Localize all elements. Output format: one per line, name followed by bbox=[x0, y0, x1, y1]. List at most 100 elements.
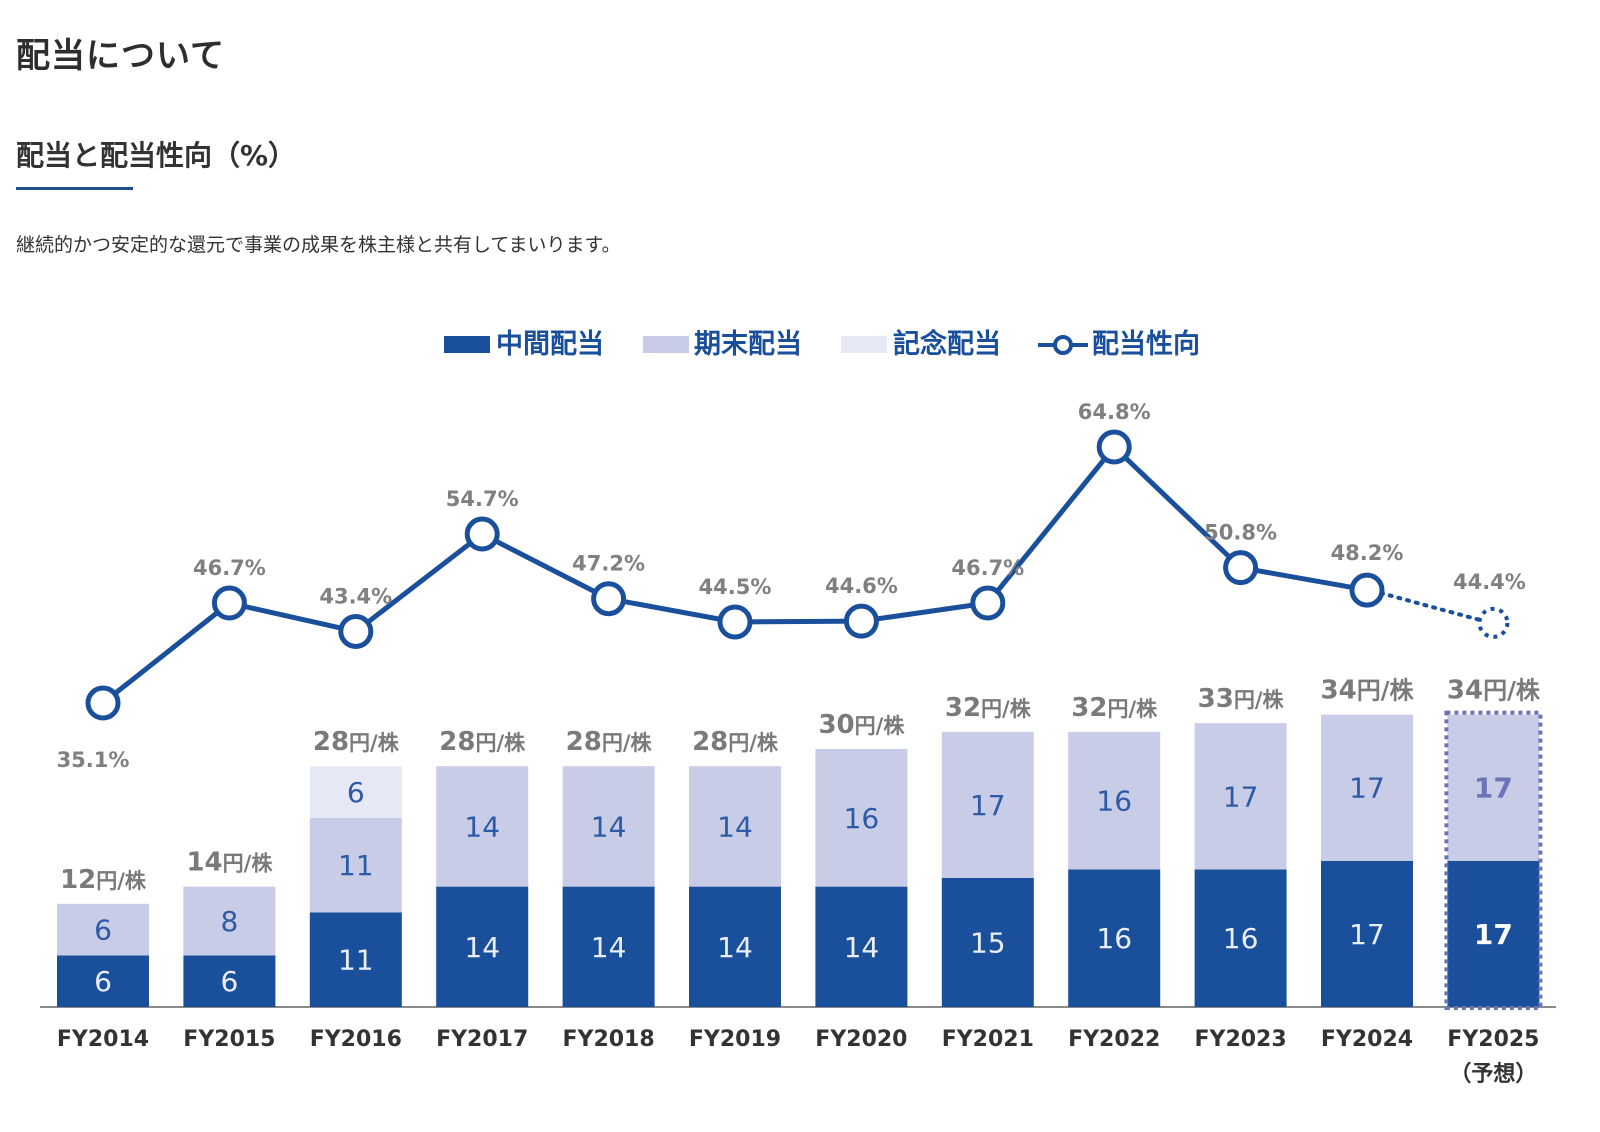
x-tick-FY2019: FY2019 bbox=[689, 1027, 781, 1052]
legend-swatch-commemorative bbox=[841, 336, 887, 353]
payout-point-FY2022 bbox=[1096, 429, 1132, 465]
total-unit: 円/株 bbox=[223, 852, 274, 876]
payout-label-FY2019: 44.5% bbox=[699, 575, 772, 599]
label-interim-FY2014: 6 bbox=[94, 965, 112, 998]
payout-point-FY2017 bbox=[464, 516, 500, 552]
labels-layer: 6612円/株FY20146814円/株FY20151111628円/株FY20… bbox=[57, 400, 1541, 1087]
total-unit: 円/株 bbox=[1357, 677, 1415, 705]
bar-interim-FY2017 bbox=[436, 886, 529, 1007]
x-tick-FY2024: FY2024 bbox=[1321, 1027, 1413, 1052]
bar-interim-FY2020 bbox=[815, 886, 908, 1007]
bar-year-end-FY2021 bbox=[941, 731, 1034, 878]
total-unit: 円/株 bbox=[96, 869, 147, 893]
label-commemorative-FY2016: 6 bbox=[347, 776, 365, 809]
label-interim-FY2025: 17 bbox=[1474, 918, 1513, 951]
total-value: 32 bbox=[1071, 693, 1107, 723]
total-unit: 円/株 bbox=[475, 731, 526, 755]
bar-year-end-FY2022 bbox=[1068, 731, 1161, 870]
payout-point-FY2024 bbox=[1349, 572, 1385, 608]
payout-label-FY2014: 35.1% bbox=[57, 748, 130, 772]
x-tick-FY2025: FY2025 bbox=[1447, 1027, 1539, 1052]
lead-text: 継続的かつ安定的な還元で事業の成果を株主様と共有してまいります。 bbox=[16, 234, 621, 256]
label-year-end-FY2023: 17 bbox=[1223, 780, 1259, 813]
payout-point-FY2018 bbox=[591, 581, 627, 617]
x-tick-FY2023: FY2023 bbox=[1194, 1027, 1286, 1052]
bar-year-end-FY2018 bbox=[562, 766, 655, 887]
legend-swatch-interim bbox=[444, 336, 490, 353]
label-year-end-FY2022: 16 bbox=[1096, 785, 1132, 818]
x-tick-FY2015: FY2015 bbox=[183, 1027, 275, 1052]
total-label-FY2022: 32円/株 bbox=[1071, 693, 1158, 723]
total-label-FY2025: 34円/株 bbox=[1447, 676, 1541, 706]
label-year-end-FY2014: 6 bbox=[94, 914, 112, 947]
total-label-FY2019: 28円/株 bbox=[692, 727, 779, 757]
payout-label-FY2024: 48.2% bbox=[1331, 541, 1404, 565]
total-label-FY2015: 14円/株 bbox=[186, 848, 273, 878]
x-tick-FY2014: FY2014 bbox=[57, 1027, 149, 1052]
label-year-end-FY2021: 17 bbox=[970, 789, 1006, 822]
total-unit: 円/株 bbox=[728, 731, 779, 755]
total-value: 34 bbox=[1321, 676, 1357, 706]
label-interim-FY2024: 17 bbox=[1349, 918, 1385, 951]
payout-point-FY2016 bbox=[338, 613, 374, 649]
section-title: 配当と配当性向（%） bbox=[16, 139, 297, 172]
payout-label-FY2016: 43.4% bbox=[319, 584, 392, 608]
payout-point-FY2023 bbox=[1223, 550, 1259, 586]
total-unit: 円/株 bbox=[349, 731, 400, 755]
label-interim-FY2018: 14 bbox=[591, 931, 627, 964]
bar-interim-FY2018 bbox=[562, 886, 655, 1007]
x-tick-FY2020: FY2020 bbox=[815, 1027, 907, 1052]
total-unit: 円/株 bbox=[1234, 688, 1285, 712]
total-label-FY2014: 12円/株 bbox=[60, 865, 147, 895]
label-interim-FY2017: 14 bbox=[464, 931, 500, 964]
total-value: 12 bbox=[60, 865, 96, 895]
legend-label-interim: 中間配当 bbox=[496, 329, 604, 360]
total-label-FY2023: 33円/株 bbox=[1198, 684, 1285, 714]
total-value: 33 bbox=[1198, 684, 1234, 714]
total-label-FY2017: 28円/株 bbox=[439, 727, 526, 757]
bar-interim-FY2022 bbox=[1068, 869, 1161, 1007]
bar-commemorative-FY2016 bbox=[309, 766, 402, 818]
chart-legend: 中間配当 期末配当 記念配当 配当性向 bbox=[444, 328, 1200, 360]
payout-label-FY2025: 44.4% bbox=[1453, 570, 1526, 594]
legend-swatch-year-end bbox=[643, 336, 689, 353]
bar-interim-FY2014 bbox=[57, 955, 149, 1007]
payout-label-FY2017: 54.7% bbox=[446, 487, 519, 511]
total-value: 34 bbox=[1447, 676, 1483, 706]
payout-label-FY2023: 50.8% bbox=[1204, 521, 1277, 545]
payout-point-FY2014 bbox=[85, 685, 121, 721]
total-value: 28 bbox=[313, 727, 349, 757]
bar-interim-FY2021 bbox=[941, 878, 1034, 1007]
total-unit: 円/株 bbox=[981, 697, 1032, 721]
x-tick-FY2018: FY2018 bbox=[562, 1027, 654, 1052]
total-value: 30 bbox=[818, 710, 854, 740]
section-title-underline bbox=[16, 187, 133, 190]
bar-year-end-FY2023 bbox=[1194, 723, 1287, 870]
payout-label-FY2021: 46.7% bbox=[951, 556, 1024, 580]
total-label-FY2016: 28円/株 bbox=[313, 727, 400, 757]
legend-label-year-end: 期末配当 bbox=[694, 329, 802, 360]
x-tick-FY2022: FY2022 bbox=[1068, 1027, 1160, 1052]
x-sublabel-FY2025: （予想） bbox=[1449, 1062, 1537, 1087]
label-interim-FY2023: 16 bbox=[1223, 922, 1259, 955]
bar-year-end-FY2017 bbox=[436, 766, 529, 887]
bar-interim-FY2025 bbox=[1447, 860, 1540, 1007]
label-year-end-FY2024: 17 bbox=[1349, 772, 1385, 805]
legend-marker-payout bbox=[1053, 335, 1073, 355]
payout-point-FY2019 bbox=[717, 604, 753, 640]
label-year-end-FY2016: 11 bbox=[338, 849, 374, 882]
total-unit: 円/株 bbox=[602, 731, 653, 755]
label-interim-FY2021: 15 bbox=[970, 927, 1006, 960]
total-unit: 円/株 bbox=[1107, 697, 1158, 721]
bar-interim-FY2016 bbox=[309, 912, 402, 1007]
total-value: 14 bbox=[186, 848, 222, 878]
total-value: 28 bbox=[692, 727, 728, 757]
label-interim-FY2019: 14 bbox=[717, 931, 753, 964]
bars-layer bbox=[57, 710, 1543, 1010]
total-label-FY2020: 30円/株 bbox=[818, 710, 905, 740]
bar-year-end-FY2016 bbox=[309, 817, 402, 913]
legend-label-commemorative: 記念配当 bbox=[893, 328, 1001, 360]
payout-ratio-forecast-line bbox=[1379, 591, 1482, 622]
bar-year-end-FY2024 bbox=[1321, 714, 1413, 861]
